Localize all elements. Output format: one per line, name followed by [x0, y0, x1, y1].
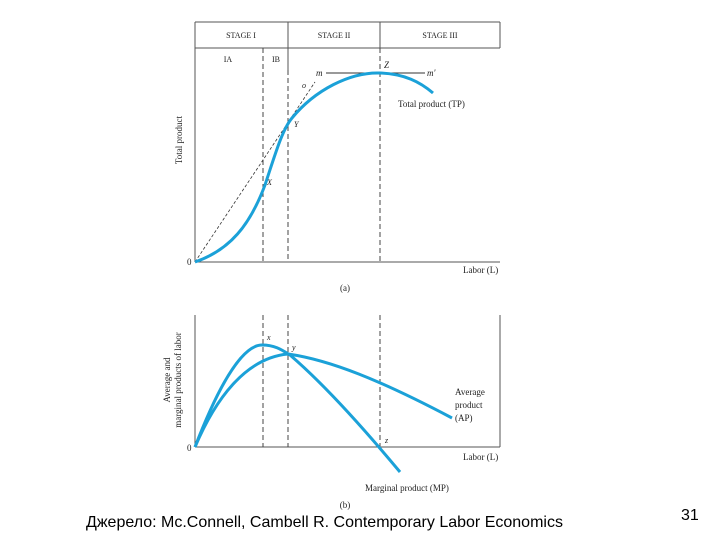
- curve-label: product: [455, 400, 483, 410]
- stage-label: STAGE I: [226, 31, 256, 40]
- curve-label: Marginal product (MP): [365, 483, 449, 493]
- caption: (b): [340, 500, 351, 510]
- point-label: m': [427, 68, 436, 78]
- point-label: o: [302, 81, 306, 90]
- stage-label: STAGE II: [318, 31, 351, 40]
- curve-label: Average: [455, 387, 485, 397]
- x-axis-label: Labor (L): [463, 265, 498, 275]
- y-axis-label: Total product: [174, 115, 184, 164]
- bottom-panel: Average and marginal products of labor L…: [162, 315, 501, 510]
- point-label: Y: [294, 120, 300, 129]
- y-axis-label: marginal products of labor: [173, 332, 183, 428]
- page-number: 31: [681, 507, 699, 524]
- origin-label: 0: [187, 257, 192, 267]
- y-axis-label: Average and: [162, 357, 172, 403]
- origin-label: 0: [187, 443, 192, 453]
- point-label: z: [384, 436, 389, 445]
- point-label: m: [316, 68, 323, 78]
- curve-label: (AP): [455, 413, 473, 423]
- source-note: Джерело: Mc.Connell, Cambell R. Contempo…: [86, 514, 563, 531]
- point-label: X: [266, 178, 273, 187]
- x-axis-label: Labor (L): [463, 452, 498, 462]
- caption: (a): [340, 283, 350, 293]
- point-label: x: [266, 333, 271, 342]
- point-label: y: [291, 343, 296, 352]
- stage-label: STAGE III: [422, 31, 457, 40]
- substage-label: IB: [272, 55, 280, 64]
- top-panel: STAGE I STAGE II STAGE III IA IB Total p…: [174, 21, 501, 293]
- point-label: Z: [384, 60, 390, 70]
- curve-label: Total product (TP): [398, 99, 465, 109]
- substage-label: IA: [224, 55, 233, 64]
